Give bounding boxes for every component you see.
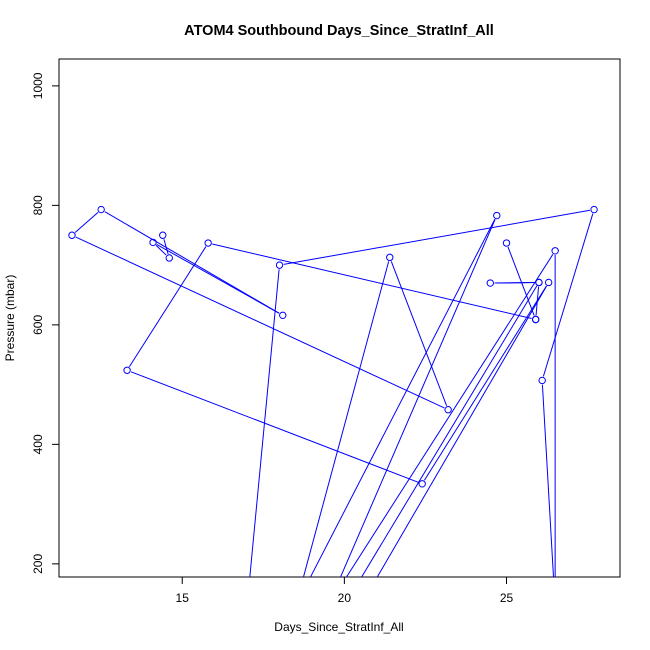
data-point <box>165 254 173 262</box>
data-point <box>502 239 511 247</box>
series-segment <box>130 371 419 483</box>
series-segment <box>542 213 594 377</box>
series-segment <box>156 244 280 314</box>
data-point <box>68 231 76 239</box>
plot-frame <box>58 58 621 578</box>
y-tick-label: 800 <box>31 195 45 215</box>
data-point <box>486 279 494 287</box>
x-axis: 15 20 25 <box>176 576 514 605</box>
x-tick-label: 15 <box>176 591 190 605</box>
data-series <box>68 205 598 577</box>
y-tick-label: 1000 <box>31 72 45 99</box>
series-segment <box>309 219 496 577</box>
series-segment <box>249 269 280 577</box>
series-segment <box>283 209 591 265</box>
data-point <box>444 406 452 414</box>
y-axis: 200 400 600 800 1000 <box>31 72 60 574</box>
series-segment <box>390 261 448 406</box>
series-segment <box>340 219 496 577</box>
x-axis-label: Days_Since_StratInf_All <box>274 620 403 634</box>
series-segment <box>507 246 535 316</box>
data-point <box>159 231 167 239</box>
y-tick-label: 400 <box>31 434 45 454</box>
y-tick-label: 600 <box>31 315 45 335</box>
data-point <box>535 278 543 287</box>
series-segment <box>74 211 99 233</box>
series-segment <box>104 211 280 314</box>
series-segment <box>345 254 554 577</box>
data-point <box>149 238 157 247</box>
series-segment <box>212 243 532 320</box>
x-tick-label: 20 <box>338 591 352 605</box>
y-tick-label: 200 <box>31 554 45 574</box>
series-segment <box>376 285 547 577</box>
data-point <box>123 366 131 374</box>
series-segment <box>128 246 207 368</box>
series-segment <box>424 285 547 481</box>
data-point <box>538 376 546 385</box>
series-segment <box>361 285 538 577</box>
data-point <box>97 205 105 214</box>
series-segment <box>75 236 445 409</box>
data-point <box>275 261 284 269</box>
series-segment <box>163 239 169 255</box>
chart-title: ATOM4 Southbound Days_Since_StratInf_All <box>184 23 494 39</box>
data-point <box>590 205 598 214</box>
data-point <box>204 239 212 247</box>
series-segment <box>535 286 540 316</box>
data-point <box>386 253 394 262</box>
x-tick-label: 25 <box>500 591 514 605</box>
data-point <box>551 247 559 255</box>
data-point <box>418 480 426 488</box>
data-point <box>544 278 553 287</box>
series-segment <box>302 261 390 577</box>
series-segment <box>155 244 167 256</box>
data-point <box>493 211 501 220</box>
series-segment <box>541 384 554 577</box>
y-axis-label: Pressure (mbar) <box>3 275 17 362</box>
data-point <box>279 311 287 320</box>
data-point <box>531 315 540 324</box>
